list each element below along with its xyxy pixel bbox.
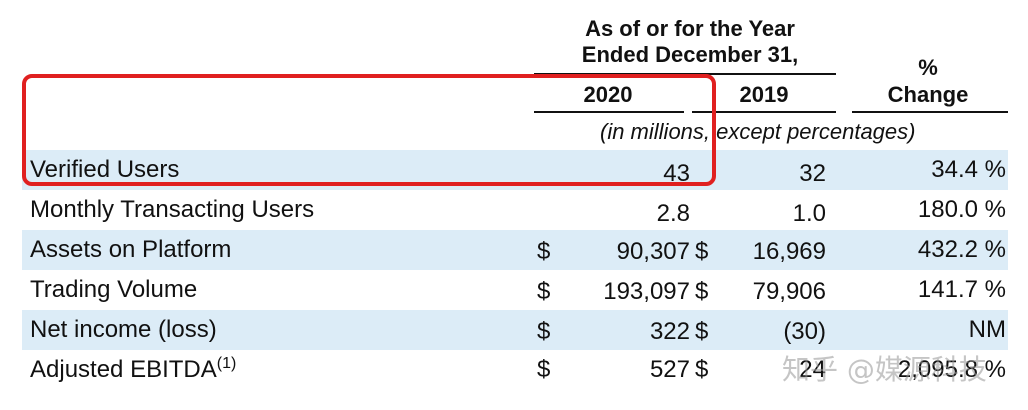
currency-2019: $ xyxy=(695,356,709,383)
table-row: Adjusted EBITDA(1) $ 527 $ 24 2,095.8 % xyxy=(22,350,1008,390)
pct-change-value: NM xyxy=(968,316,1006,343)
column-header-2019: 2019 xyxy=(739,82,789,107)
value-2020: 2.8 xyxy=(656,200,690,227)
column-rule-change xyxy=(852,111,1008,113)
value-2019: 16,969 xyxy=(752,238,826,265)
pct-change-value: 180.0 % xyxy=(917,196,1006,223)
pct-change-header-line2: Change xyxy=(887,82,969,107)
pct-change-value: 34.4 % xyxy=(931,156,1006,183)
footnote-marker: (1) xyxy=(216,355,237,372)
currency-2019: $ xyxy=(695,318,709,345)
value-2019: 32 xyxy=(799,160,826,187)
row-label-text: Adjusted EBITDA xyxy=(30,356,217,383)
row-label: Verified Users xyxy=(30,156,180,183)
value-2020: 90,307 xyxy=(616,238,690,265)
row-label: Adjusted EBITDA(1) xyxy=(30,350,236,390)
table-row: Assets on Platform $ 90,307 $ 16,969 432… xyxy=(22,230,1008,270)
currency-2020: $ xyxy=(537,318,551,345)
table-row: Net income (loss) $ 322 $ (30) NM xyxy=(22,310,1008,350)
column-rule-2019 xyxy=(692,111,836,113)
period-header-line2: Ended December 31, xyxy=(581,42,799,67)
pct-change-value: 2,095.8 % xyxy=(897,356,1006,383)
units-note: (in millions, except percentages) xyxy=(600,119,916,144)
value-2020: 527 xyxy=(649,356,690,383)
row-label: Assets on Platform xyxy=(30,236,232,263)
currency-2020: $ xyxy=(537,238,551,265)
highlight-box xyxy=(22,74,716,186)
pct-change-header-line1: % xyxy=(918,55,938,80)
currency-2020: $ xyxy=(537,278,551,305)
watermark: 知乎 @媒源科技 xyxy=(782,353,987,386)
column-header-2020: 2020 xyxy=(583,82,633,107)
row-label: Monthly Transacting Users xyxy=(30,196,315,223)
table-row: Trading Volume $ 193,097 $ 79,906 141.7 … xyxy=(22,270,1008,310)
value-2019: 79,906 xyxy=(752,278,826,305)
currency-2020: $ xyxy=(537,356,551,383)
value-2019: 1.0 xyxy=(792,200,826,227)
row-label: Net income (loss) xyxy=(30,316,217,343)
pct-change-value: 141.7 % xyxy=(917,276,1006,303)
pct-change-value: 432.2 % xyxy=(917,236,1006,263)
period-header-line1: As of or for the Year xyxy=(585,16,795,41)
value-2020: 322 xyxy=(649,318,690,345)
table-row: Monthly Transacting Users 2.8 1.0 180.0 … xyxy=(22,190,1008,230)
row-label: Trading Volume xyxy=(30,276,198,303)
currency-2019: $ xyxy=(695,238,709,265)
value-2020: 193,097 xyxy=(603,278,690,305)
currency-2019: $ xyxy=(695,278,709,305)
value-2019: 24 xyxy=(799,356,826,383)
value-2019: (30) xyxy=(783,318,826,345)
column-rule-2020 xyxy=(534,111,684,113)
